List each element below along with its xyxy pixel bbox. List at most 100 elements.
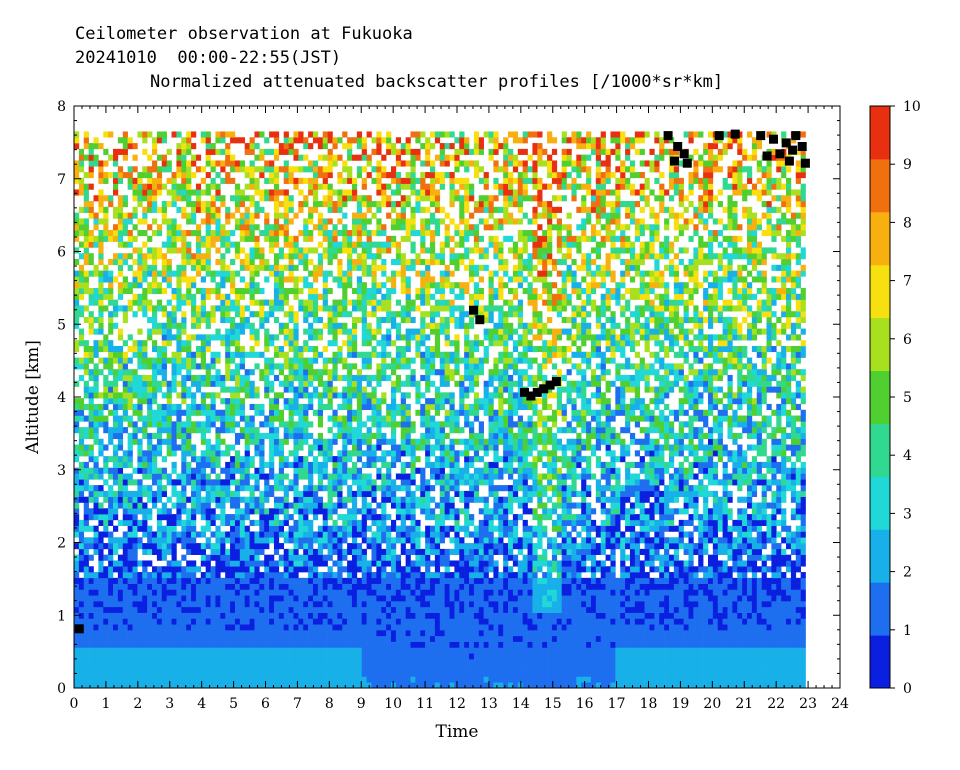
heatmap-cell	[142, 682, 148, 689]
heatmap-cell	[400, 595, 406, 602]
heatmap-cell	[800, 572, 806, 579]
heatmap-cell	[595, 647, 601, 654]
heatmap-cell	[108, 531, 114, 538]
heatmap-cell	[527, 647, 533, 654]
heatmap-cell	[83, 676, 89, 683]
heatmap-cell	[625, 630, 631, 637]
heatmap-cell	[473, 577, 480, 584]
heatmap-cell	[405, 589, 411, 596]
heatmap-cell	[454, 548, 460, 555]
heatmap-cell	[566, 664, 572, 671]
heatmap-cell	[381, 577, 387, 584]
heatmap-cell	[478, 566, 484, 573]
heatmap-cell	[795, 560, 801, 567]
heatmap-cell	[93, 682, 99, 689]
heatmap-cell	[537, 531, 543, 538]
heatmap-cell	[288, 554, 294, 561]
heatmap-cell	[430, 514, 436, 521]
heatmap-cell	[761, 560, 767, 567]
heatmap-cell	[347, 577, 353, 584]
heatmap-cell	[610, 496, 616, 503]
heatmap-cell	[488, 543, 494, 550]
heatmap-cell	[576, 670, 582, 677]
heatmap-cell	[707, 601, 714, 608]
heatmap-cell	[688, 601, 694, 608]
heatmap-cell	[629, 537, 636, 544]
heatmap-cell	[415, 519, 421, 526]
heatmap-cell	[459, 612, 465, 619]
heatmap-cell	[512, 525, 519, 532]
heatmap-cell	[717, 583, 723, 590]
heatmap-cell	[629, 618, 636, 625]
heatmap-cell	[303, 485, 309, 492]
heatmap-cell	[308, 606, 314, 613]
heatmap-cell	[244, 676, 250, 683]
heatmap-cell	[464, 577, 470, 584]
heatmap-cell	[108, 548, 114, 555]
heatmap-cell	[605, 647, 611, 654]
heatmap-cell	[512, 601, 519, 608]
heatmap-cell	[186, 612, 192, 619]
heatmap-cell	[742, 676, 748, 683]
heatmap-cell	[488, 606, 494, 613]
heatmap-cell	[688, 577, 694, 584]
heatmap-cell	[464, 641, 470, 648]
heatmap-cell	[254, 612, 260, 619]
heatmap-cell	[376, 473, 382, 480]
heatmap-cell	[795, 589, 801, 596]
heatmap-cell	[469, 514, 475, 521]
heatmap-cell	[668, 595, 675, 602]
heatmap-cell	[283, 560, 289, 567]
heatmap-cell	[664, 490, 670, 497]
heatmap-cell	[171, 537, 177, 544]
heatmap-cell	[615, 624, 621, 631]
heatmap-cell	[581, 525, 587, 532]
heatmap-cell	[439, 601, 445, 608]
heatmap-cell	[493, 641, 499, 648]
heatmap-cell	[664, 647, 670, 654]
heatmap-cell	[298, 525, 304, 532]
heatmap-cell	[527, 676, 533, 683]
heatmap-cell	[786, 554, 792, 561]
heatmap-cell	[239, 473, 245, 480]
heatmap-cell	[322, 473, 328, 480]
heatmap-cell	[654, 508, 660, 515]
heatmap-cell	[512, 624, 519, 631]
heatmap-cell	[303, 670, 309, 677]
heatmap-cell	[556, 641, 562, 648]
heatmap-cell	[698, 589, 704, 596]
heatmap-cell	[605, 496, 611, 503]
heatmap-cell	[230, 548, 236, 555]
heatmap-cell	[737, 659, 743, 666]
heatmap-cell	[215, 490, 221, 497]
heatmap-cell	[790, 508, 797, 515]
heatmap-cell	[381, 548, 387, 555]
heatmap-cell	[347, 525, 353, 532]
heatmap-cell	[220, 618, 226, 625]
heatmap-cell	[361, 514, 367, 521]
heatmap-cell	[298, 630, 304, 637]
heatmap-cell	[210, 548, 216, 555]
heatmap-cell	[366, 659, 372, 666]
heatmap-cell	[137, 537, 143, 544]
heatmap-cell	[625, 635, 631, 642]
heatmap-cell	[727, 583, 733, 590]
heatmap-cell	[737, 537, 743, 544]
heatmap-cell	[473, 612, 480, 619]
heatmap-cell	[625, 525, 631, 532]
heatmap-cell	[113, 630, 119, 637]
heatmap-cell	[488, 490, 494, 497]
heatmap-cell	[400, 531, 406, 538]
heatmap-cell	[698, 566, 704, 573]
heatmap-cell	[342, 473, 348, 480]
heatmap-cell	[605, 676, 611, 683]
heatmap-cell	[673, 479, 680, 486]
heatmap-cell	[547, 630, 553, 637]
heatmap-cell	[191, 670, 197, 677]
heatmap-cell	[532, 566, 538, 573]
heatmap-cell	[776, 606, 782, 613]
heatmap-cell	[683, 653, 689, 660]
heatmap-cell	[512, 479, 519, 486]
heatmap-cell	[366, 630, 372, 637]
heatmap-cell	[98, 572, 104, 579]
